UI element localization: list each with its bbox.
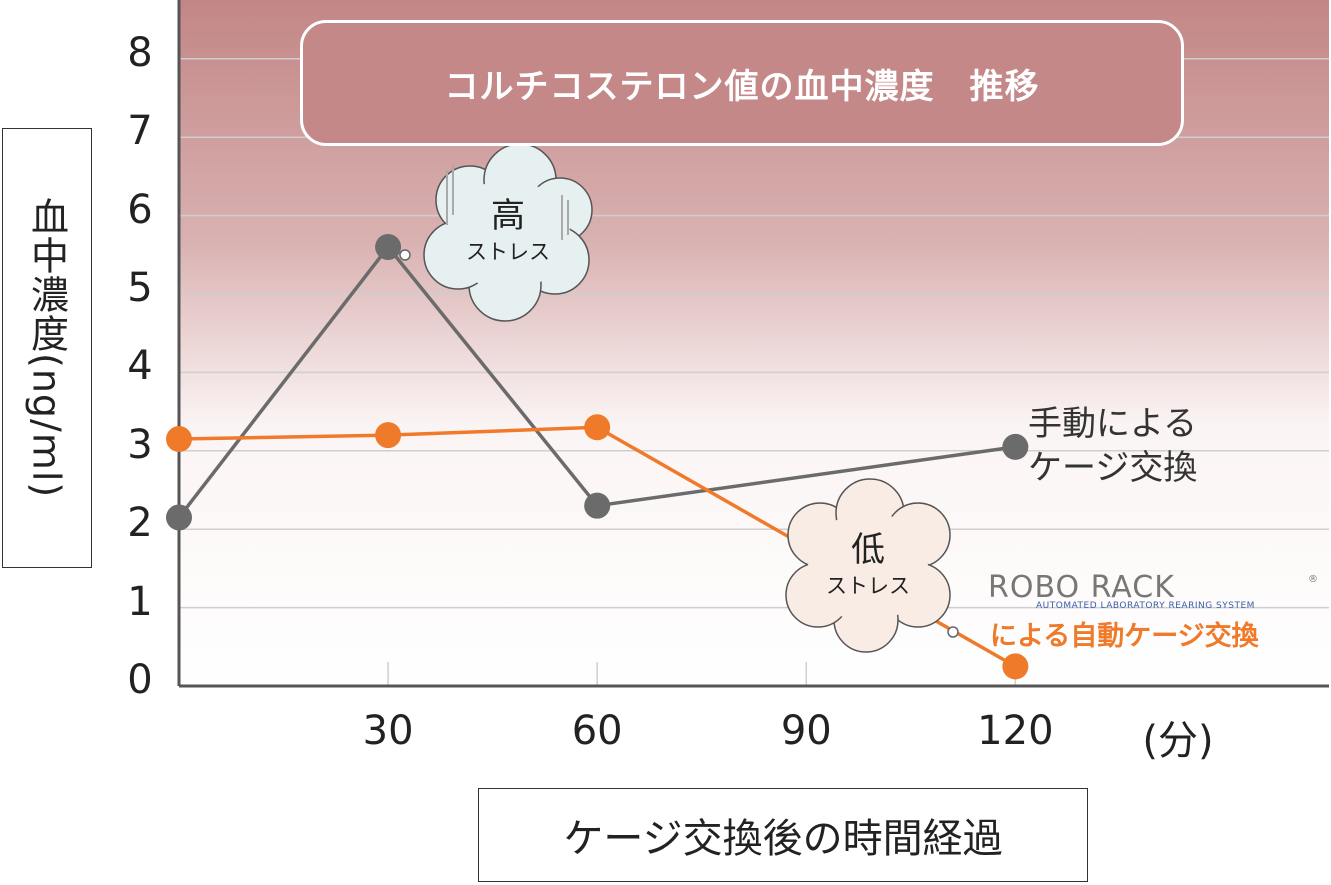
series-lines xyxy=(166,233,1029,680)
y-tick-label: 6 xyxy=(127,186,153,233)
legend-robo-rack: による自動ケージ交換 xyxy=(990,621,1259,652)
low-stress-bubble xyxy=(785,478,959,653)
series-line-0 xyxy=(177,244,1016,519)
low-stress-text: 低 ストレス xyxy=(808,530,928,600)
x-tick-label: 120 xyxy=(977,708,1054,754)
y-tick-label: 5 xyxy=(127,265,153,311)
x-axis-label: ケージ交換後の時間経過 xyxy=(563,816,1003,862)
x-axis-label-box: ケージ交換後の時間経過 xyxy=(478,788,1088,882)
x-axis-unit: (分) xyxy=(1142,718,1214,764)
y-tick-label: 4 xyxy=(127,343,153,390)
legend-manual: 手動による ケージ交換 xyxy=(1028,402,1197,490)
legend-manual-line-2: ケージ交換 xyxy=(1028,448,1198,488)
series-1-point-1 xyxy=(375,422,402,449)
series-1-point-0 xyxy=(166,426,192,453)
high-stress-small: ストレス xyxy=(466,240,550,264)
y-axis-label: 血中濃度(ng/ml) xyxy=(24,197,69,499)
y-tick-label: 3 xyxy=(127,421,153,468)
x-tick-label: 90 xyxy=(780,708,832,754)
robo-rack-registered-mark: ® xyxy=(1308,574,1318,585)
legend-manual-line-1: 手動による xyxy=(1028,404,1197,444)
x-tick-label: 60 xyxy=(571,708,623,754)
y-axis-label-box: 血中濃度(ng/ml) xyxy=(2,128,92,568)
robo-rack-logo: ROBO RACK xyxy=(988,570,1175,605)
y-tick-label: 2 xyxy=(127,500,153,547)
series-0-point-3 xyxy=(1002,433,1029,460)
chart-title-box: コルチコステロン値の血中濃度 推移 xyxy=(300,20,1184,146)
x-tick-label: 30 xyxy=(362,708,414,754)
chart-title: コルチコステロン値の血中濃度 推移 xyxy=(444,66,1040,107)
series-0-point-1 xyxy=(375,233,402,260)
series-1-point-2 xyxy=(584,414,611,441)
series-1-point-3 xyxy=(1002,653,1029,680)
robo-rack-tagline: AUTOMATED LABORATORY REARING SYSTEM xyxy=(1036,601,1255,611)
low-stress-big: 低 xyxy=(851,530,885,570)
low-stress-small: ストレス xyxy=(826,574,910,598)
y-tick-label: 0 xyxy=(127,657,153,703)
high-stress-text: 高 ストレス xyxy=(448,196,568,266)
series-0-point-2 xyxy=(584,492,611,519)
axes xyxy=(177,0,1329,688)
high-stress-big: 高 xyxy=(491,196,525,236)
series-0-point-0 xyxy=(166,504,192,531)
y-tick-label: 8 xyxy=(127,29,153,76)
y-tick-label: 7 xyxy=(127,108,153,155)
y-tick-label: 1 xyxy=(127,578,153,625)
high-stress-bubble xyxy=(399,143,593,322)
